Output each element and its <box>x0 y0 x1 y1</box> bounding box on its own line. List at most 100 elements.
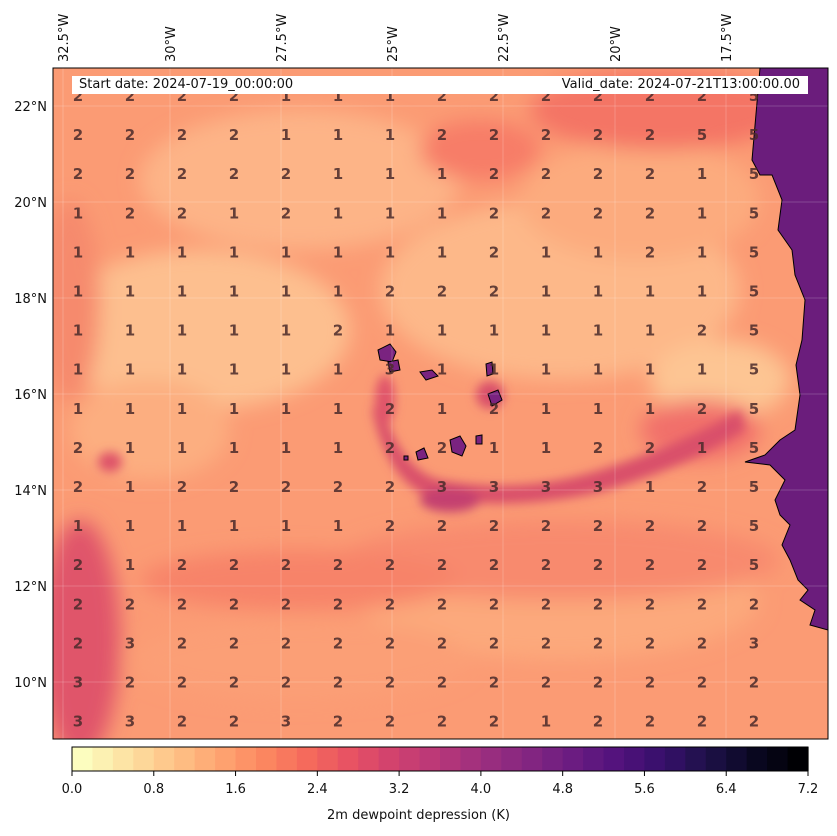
lon-label: 32.5°W <box>57 14 72 62</box>
value-label: 2 <box>73 595 83 613</box>
value-label: 2 <box>437 595 447 613</box>
graticule <box>53 68 828 739</box>
colorbar-segment <box>440 747 462 771</box>
value-label: 2 <box>697 556 707 574</box>
value-label: 5 <box>749 322 759 340</box>
value-label: 1 <box>333 243 343 261</box>
colorbar-segment <box>358 747 380 771</box>
map-frame <box>52 67 829 740</box>
value-label: 2 <box>645 595 655 613</box>
value-label: 2 <box>73 634 83 652</box>
lat-label: 22°N <box>14 100 47 115</box>
value-label: 2 <box>73 439 83 457</box>
value-label: 2 <box>593 595 603 613</box>
value-label: 1 <box>385 243 395 261</box>
value-label: 1 <box>73 400 83 418</box>
colorbar-segment <box>767 747 789 771</box>
value-label: 2 <box>645 204 655 222</box>
value-label: 2 <box>593 556 603 574</box>
value-label: 2 <box>697 517 707 535</box>
value-label: 2 <box>541 87 551 105</box>
value-label: 5 <box>749 361 759 379</box>
value-label: 1 <box>541 713 551 731</box>
value-label: 2 <box>593 87 603 105</box>
colorbar-tick-label: 6.4 <box>716 782 737 797</box>
value-label: 1 <box>593 243 603 261</box>
value-label: 2 <box>177 595 187 613</box>
value-label: 2 <box>489 126 499 144</box>
value-label: 1 <box>385 322 395 340</box>
value-label: 1 <box>333 361 343 379</box>
value-label: 1 <box>125 283 135 301</box>
value-label: 1 <box>333 400 343 418</box>
lat-label: 16°N <box>14 388 47 403</box>
value-label: 2 <box>749 674 759 692</box>
value-label: 1 <box>281 400 291 418</box>
value-label: 1 <box>177 439 187 457</box>
value-label: 2 <box>489 243 499 261</box>
value-label: 1 <box>697 165 707 183</box>
valid-date-label: Valid_date: 2024-07-21T13:00:00.00 <box>561 77 800 92</box>
value-label: 2 <box>125 126 135 144</box>
value-label: 2 <box>333 713 343 731</box>
value-label: 5 <box>749 556 759 574</box>
lon-label: 25°W <box>386 26 401 62</box>
value-label: 2 <box>385 478 395 496</box>
colorbar-segment <box>603 747 625 771</box>
value-label: 1 <box>333 517 343 535</box>
colorbar-segment <box>419 747 441 771</box>
value-label: 1 <box>645 283 655 301</box>
colorbar-tick-label: 3.2 <box>389 782 410 797</box>
colorbar-segment <box>521 747 543 771</box>
colorbar-segment <box>317 747 339 771</box>
value-label: 2 <box>593 439 603 457</box>
value-label: 2 <box>333 634 343 652</box>
value-label: 5 <box>749 204 759 222</box>
value-label: 1 <box>73 283 83 301</box>
value-label: 1 <box>333 283 343 301</box>
value-label: 2 <box>437 439 447 457</box>
value-label: 1 <box>281 126 291 144</box>
value-label: 1 <box>541 400 551 418</box>
value-label: 2 <box>333 595 343 613</box>
value-label: 1 <box>541 283 551 301</box>
value-label: 1 <box>125 478 135 496</box>
value-label: 2 <box>281 165 291 183</box>
value-label: 3 <box>73 713 83 731</box>
colorbar-segment <box>194 747 216 771</box>
value-label: 2 <box>593 517 603 535</box>
value-label: 1 <box>437 322 447 340</box>
value-label: 3 <box>125 713 135 731</box>
value-label: 2 <box>281 595 291 613</box>
value-label: 1 <box>697 283 707 301</box>
value-label: 2 <box>229 126 239 144</box>
colorbar-segment <box>276 747 298 771</box>
value-label: 2 <box>281 674 291 692</box>
value-label: 2 <box>437 674 447 692</box>
value-label: 1 <box>437 361 447 379</box>
value-label: 2 <box>333 478 343 496</box>
value-label: 1 <box>281 87 291 105</box>
colorbar-segment <box>92 747 114 771</box>
value-label: 2 <box>437 517 447 535</box>
value-label: 1 <box>541 361 551 379</box>
value-label: 2 <box>333 556 343 574</box>
colorbar-segment <box>562 747 584 771</box>
value-label: 1 <box>645 322 655 340</box>
value-label: 1 <box>593 361 603 379</box>
value-label: 1 <box>437 165 447 183</box>
colorbar-segment <box>705 747 727 771</box>
colorbar-segment <box>624 747 646 771</box>
value-label: 2 <box>125 204 135 222</box>
colorbar-segment <box>460 747 482 771</box>
value-label: 2 <box>177 556 187 574</box>
value-label: 1 <box>437 400 447 418</box>
value-label: 2 <box>697 674 707 692</box>
value-label: 1 <box>645 478 655 496</box>
value-label: 2 <box>229 634 239 652</box>
value-label: 2 <box>489 634 499 652</box>
value-label: 2 <box>489 400 499 418</box>
date-info-box: Start date: 2024-07-19_00:00:00 Valid_da… <box>72 76 808 94</box>
value-label: 2 <box>645 126 655 144</box>
value-label: 2 <box>489 517 499 535</box>
